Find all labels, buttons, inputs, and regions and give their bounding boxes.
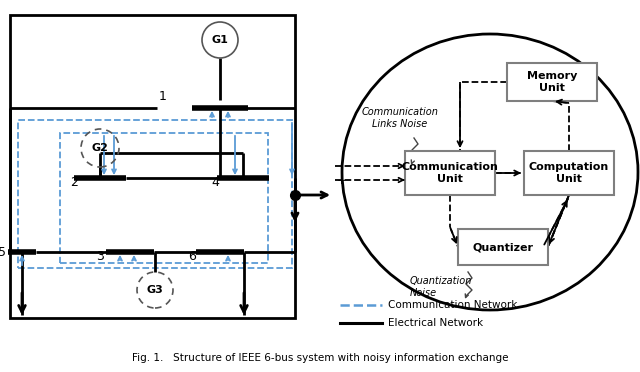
Text: 3: 3 (96, 250, 104, 263)
Text: Electrical Network: Electrical Network (388, 318, 483, 328)
Text: Communication
Links Noise: Communication Links Noise (362, 107, 438, 129)
Text: Computation
Unit: Computation Unit (529, 162, 609, 184)
Text: Communication
Unit: Communication Unit (401, 162, 499, 184)
Text: Fig. 1.   Structure of IEEE 6-bus system with noisy information exchange: Fig. 1. Structure of IEEE 6-bus system w… (132, 353, 508, 363)
Text: +: + (337, 176, 346, 186)
Text: 4: 4 (211, 176, 219, 189)
Text: G3: G3 (147, 285, 163, 295)
Bar (60, 133, 268, 263)
Bar (10, 15, 295, 318)
Text: G2: G2 (92, 143, 108, 153)
Text: 1: 1 (159, 90, 167, 103)
Text: 6: 6 (188, 250, 196, 263)
Bar (18, 120, 292, 268)
FancyBboxPatch shape (524, 151, 614, 195)
Text: 5: 5 (0, 246, 6, 259)
FancyBboxPatch shape (405, 151, 495, 195)
Text: G1: G1 (212, 35, 228, 45)
Text: Quantizer: Quantizer (472, 242, 534, 252)
Text: 2: 2 (70, 176, 78, 189)
FancyBboxPatch shape (458, 229, 548, 265)
Text: Communication Network: Communication Network (388, 300, 517, 310)
FancyBboxPatch shape (507, 63, 597, 101)
Text: Memory
Unit: Memory Unit (527, 71, 577, 93)
Text: Quantization
Noise: Quantization Noise (410, 276, 472, 298)
